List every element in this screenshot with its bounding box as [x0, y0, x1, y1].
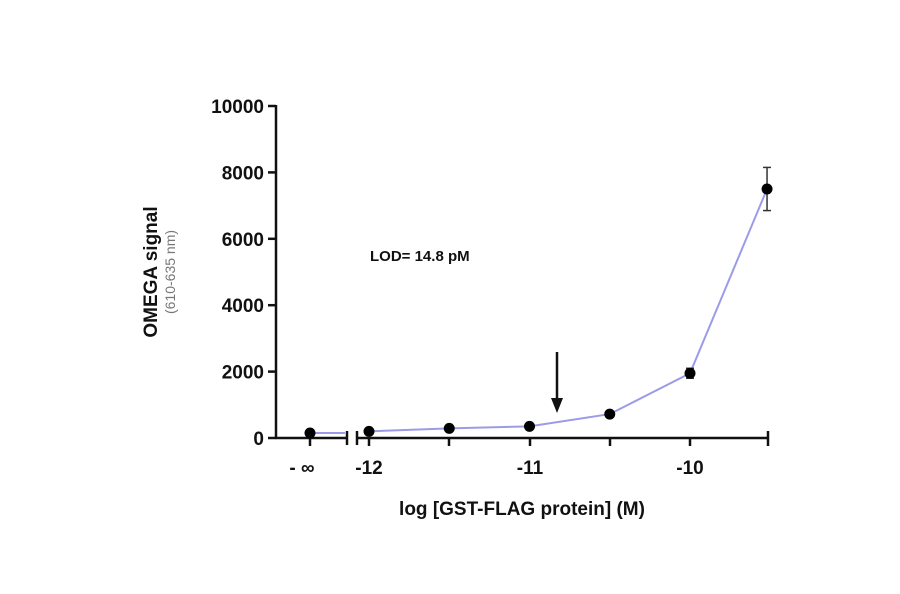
data-point — [363, 425, 375, 437]
y-axis-sublabel: (610-635 nm) — [162, 230, 178, 314]
data-point — [304, 427, 316, 439]
y-tick-label: 10000 — [211, 97, 264, 118]
y-tick-label: 8000 — [222, 163, 264, 184]
lod-arrow-icon — [551, 352, 563, 413]
y-tick-label: 6000 — [222, 230, 264, 251]
x-tick-label: -10 — [676, 458, 703, 479]
x-tick-label: -11 — [517, 458, 544, 479]
x-axis-label: log [GST-FLAG protein] (M) — [399, 499, 645, 520]
y-tick-label: 4000 — [222, 296, 264, 317]
y-ticks: 0 2000 4000 6000 8000 10000 — [211, 97, 276, 450]
data-point — [684, 367, 696, 379]
y-axis-label: OMEGA signal — [141, 206, 162, 337]
y-tick-label: 2000 — [222, 363, 264, 384]
data-point — [524, 420, 535, 432]
x-tick-label: -12 — [355, 458, 382, 479]
y-tick-label: 0 — [253, 429, 264, 450]
data-point — [604, 408, 616, 420]
data-point — [761, 183, 773, 195]
lod-annotation: LOD= 14.8 pM — [370, 248, 470, 265]
data-series — [304, 166, 773, 439]
data-point — [443, 422, 455, 434]
x-tick-label: - ∞ — [289, 458, 314, 479]
